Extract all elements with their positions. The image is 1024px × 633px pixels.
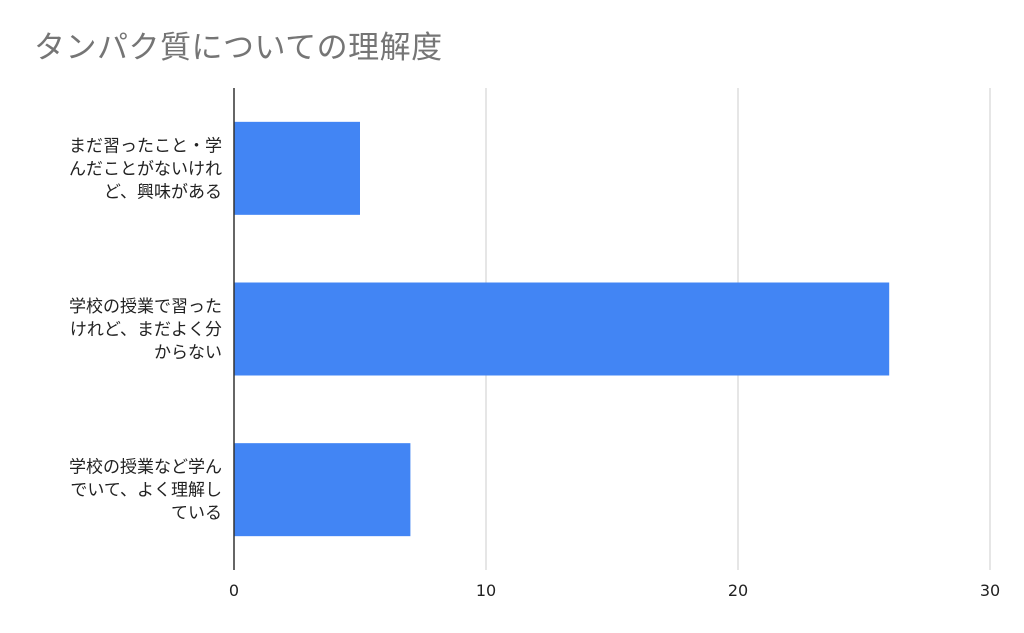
x-tick-label-30: 30 [980, 581, 1000, 600]
chart-title: タンパク質についての理解度 [34, 30, 443, 66]
x-tick-labels: 0 10 20 30 [229, 581, 1000, 600]
bars [234, 121, 890, 537]
category-labels: まだ習ったこと・学んだことがないけれど、興味がある学校の授業で習ったけれど、まだ… [69, 136, 222, 523]
category-label-1-line-0: 学校の授業で習った [69, 297, 222, 317]
category-label-1-line-2: からない [154, 343, 222, 363]
bar-1 [234, 282, 890, 376]
x-tick-label-20: 20 [728, 581, 748, 600]
x-tick-label-0: 0 [229, 581, 239, 600]
bar-0 [234, 121, 360, 215]
category-label-0-line-1: んだことがないけれ [69, 159, 222, 179]
category-label-1-line-1: けれど、まだよく分 [70, 320, 222, 340]
category-label-2-line-2: ている [171, 504, 222, 524]
category-label-2-line-1: でいて、よく理解し [70, 481, 222, 501]
x-tick-label-10: 10 [476, 581, 496, 600]
category-label-2-line-0: 学校の授業など学ん [69, 458, 222, 478]
category-label-0-line-0: まだ習ったこと・学 [69, 136, 222, 156]
bar-2 [234, 443, 411, 537]
category-label-0-line-2: ど、興味がある [104, 182, 222, 202]
